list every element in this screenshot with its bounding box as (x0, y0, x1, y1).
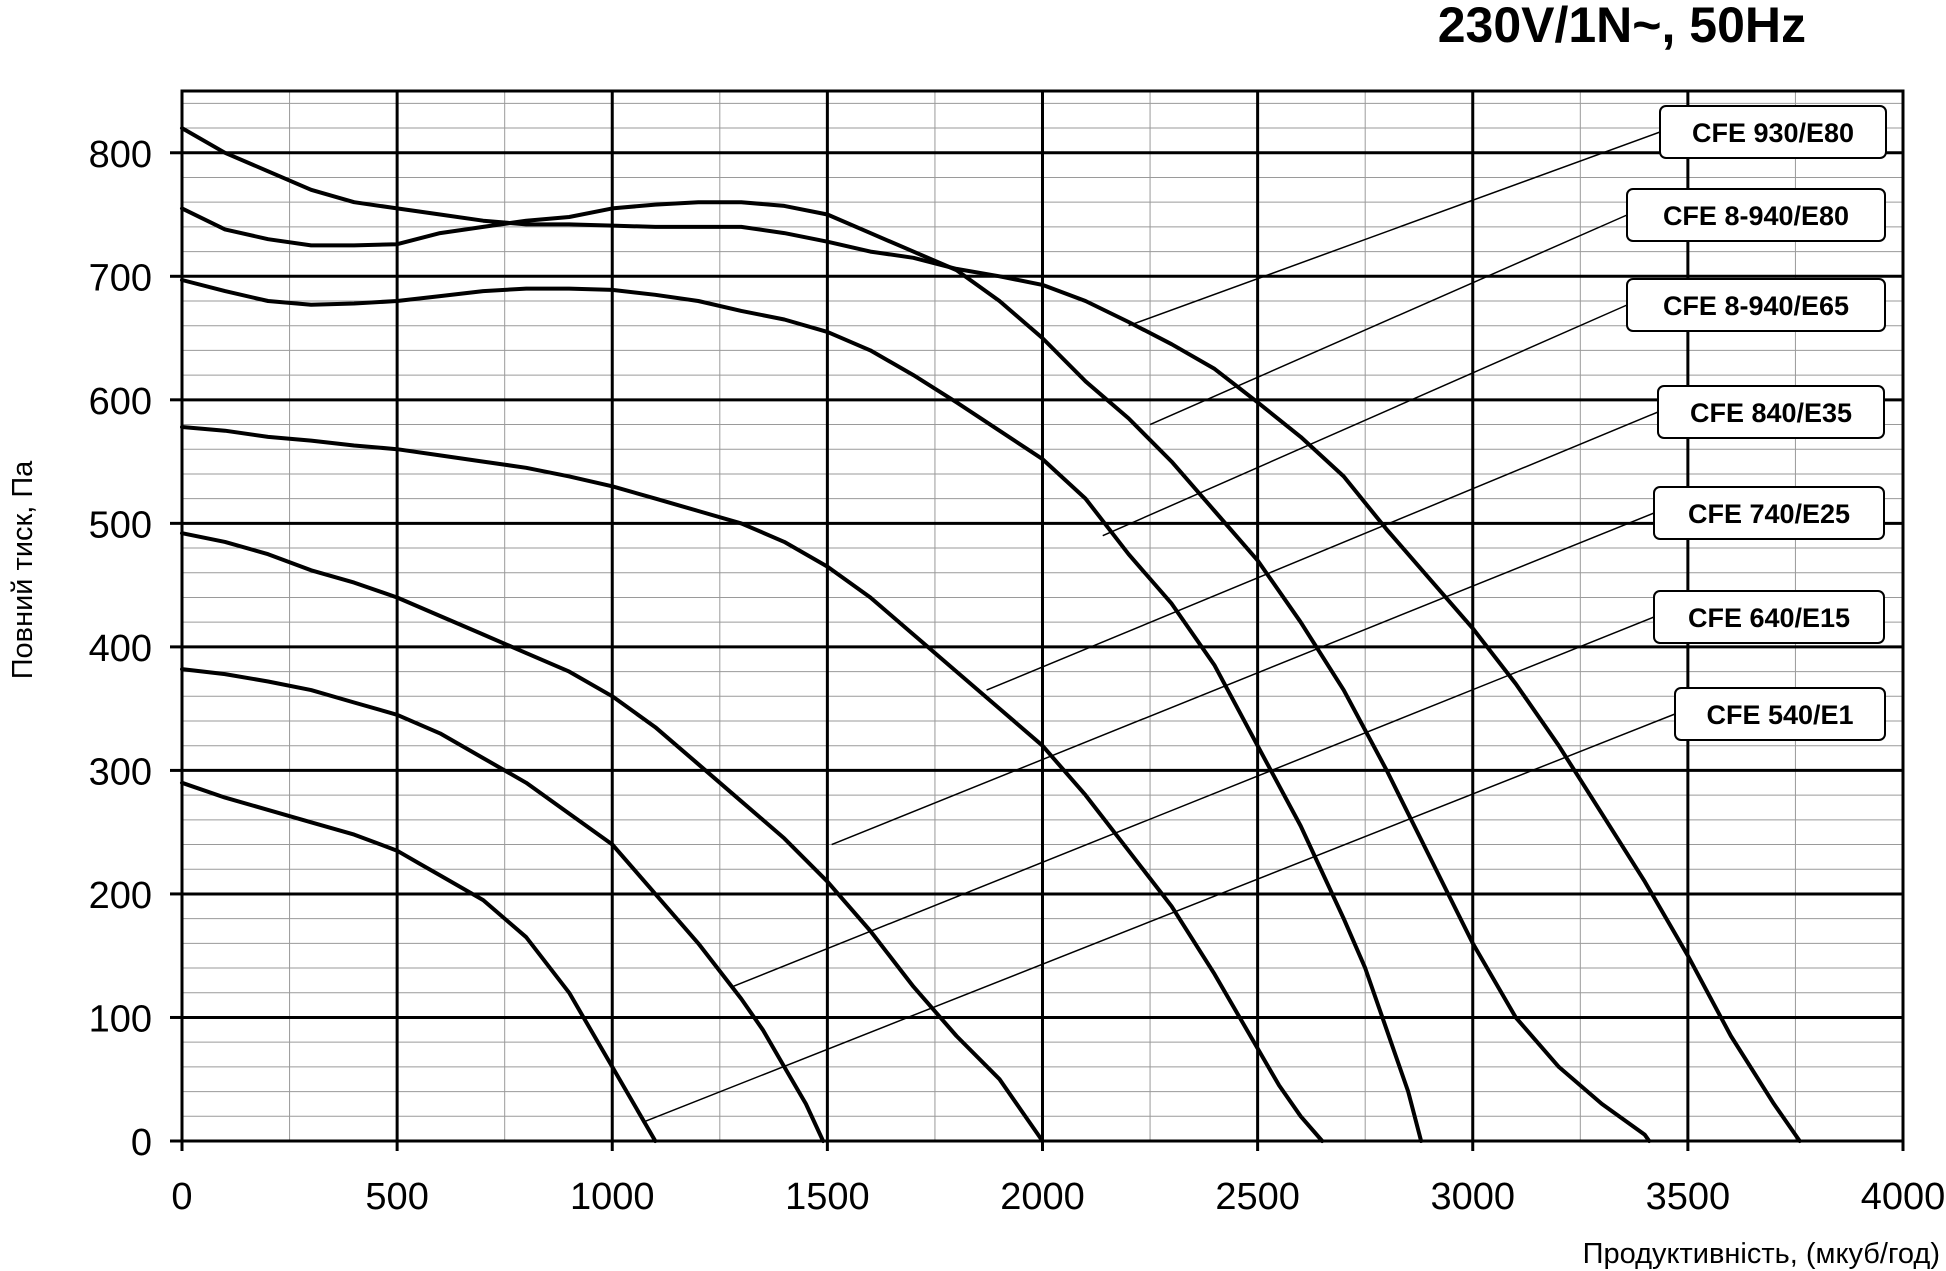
leader-line (1128, 131, 1661, 327)
x-tick-label: 2500 (1215, 1176, 1300, 1218)
y-tick-label: 500 (89, 504, 152, 546)
legend-label: CFE 930/E80 (1692, 118, 1854, 148)
curve-cfe-8-940-e80 (180, 200, 1652, 1143)
legend-box (1657, 385, 1885, 439)
leader-line (831, 512, 1655, 846)
x-tick-label: 1500 (785, 1176, 870, 1218)
x-tick-label: 500 (365, 1176, 428, 1218)
x-tick-label: 3500 (1646, 1176, 1731, 1218)
legend-box (1626, 278, 1886, 332)
performance-curves (180, 126, 1802, 1143)
leader-line (986, 411, 1659, 691)
x-axis-label: Продуктивність, (мкуб/год) (1583, 1238, 1940, 1270)
curve-cfe-840-e35 (180, 425, 1325, 1143)
legend-box (1626, 188, 1886, 242)
legend-leader-lines (642, 131, 1676, 1124)
y-tick-label: 200 (89, 875, 152, 917)
legend: CFE 930/E80 CFE 8-940/E80 CFE 8-940/E65 CFE… (1626, 105, 1887, 741)
y-tick-label: 300 (89, 751, 152, 793)
x-tick-label: 2000 (1000, 1176, 1085, 1218)
y-axis-label: Повний тиск, Па (7, 460, 39, 679)
x-tick-label: 3000 (1430, 1176, 1515, 1218)
y-axis-ticks: 0 100 200 300 400 500 600 700 800 (89, 134, 182, 1164)
chart-title: 230V/1N~, 50Hz (1438, 0, 1806, 53)
curve-cfe-540-e1 (180, 780, 658, 1143)
leader-line (1149, 214, 1628, 426)
legend-box (1659, 105, 1887, 159)
x-tick-label: 1000 (570, 1176, 655, 1218)
curve-cfe-930-e80 (180, 126, 1802, 1143)
legend-box (1674, 687, 1886, 741)
y-tick-label: 600 (89, 381, 152, 423)
x-tick-label: 4000 (1861, 1176, 1946, 1218)
legend-label: CFE 640/E15 (1688, 603, 1850, 633)
y-tick-label: 400 (89, 628, 152, 670)
leader-line (642, 713, 1676, 1124)
legend-label: CFE 8-940/E80 (1663, 201, 1849, 231)
legend-label: CFE 540/E1 (1706, 700, 1853, 730)
legend-label: CFE 740/E25 (1688, 499, 1850, 529)
legend-label: CFE 840/E35 (1690, 398, 1852, 428)
y-tick-label: 800 (89, 134, 152, 176)
leader-line (732, 616, 1655, 988)
y-tick-label: 100 (89, 998, 152, 1040)
x-axis-ticks: 0 500 1000 1500 2000 2500 3000 3500 4000 (171, 1141, 1945, 1218)
y-tick-label: 700 (89, 257, 152, 299)
x-tick-label: 0 (171, 1176, 192, 1218)
curve-cfe-640-e15 (180, 667, 826, 1143)
y-tick-label: 0 (131, 1122, 152, 1164)
legend-box (1653, 590, 1885, 644)
legend-box (1653, 486, 1885, 540)
legend-label: CFE 8-940/E65 (1663, 291, 1849, 321)
leader-line (1102, 304, 1628, 537)
curve-cfe-740-e25 (180, 531, 1045, 1143)
curve-cfe-8-940-e65 (180, 278, 1424, 1143)
